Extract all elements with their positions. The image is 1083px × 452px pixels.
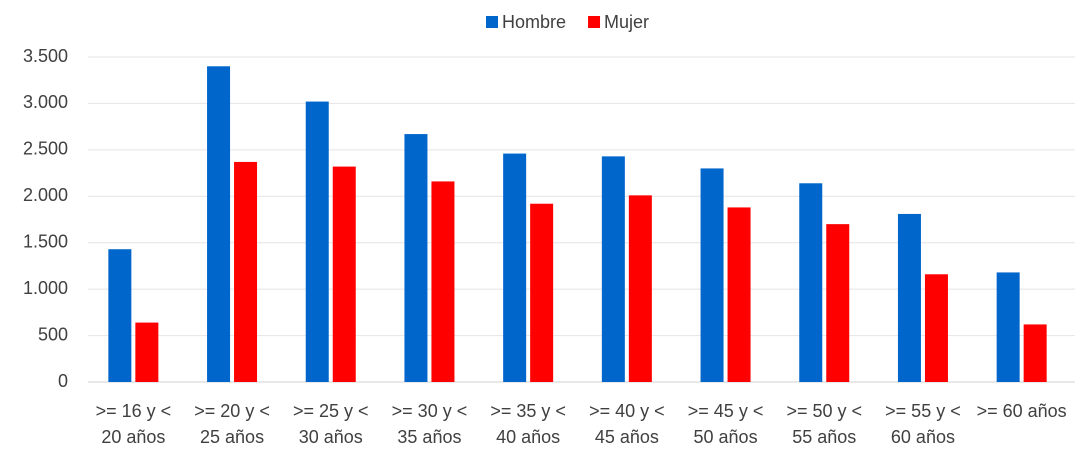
- x-tick-label: >= 40 y < 45 años: [589, 401, 665, 447]
- x-tick-label: >= 60 años: [976, 401, 1067, 421]
- bar: [305, 101, 329, 383]
- bar: [503, 153, 527, 382]
- x-tick-label: >= 35 y < 40 años: [490, 401, 566, 447]
- bar: [700, 168, 724, 382]
- bar: [826, 224, 850, 382]
- bar: [108, 249, 132, 382]
- bar: [628, 195, 652, 382]
- y-tick-label: 500: [38, 324, 68, 344]
- bar: [996, 272, 1020, 382]
- y-tick-label: 1.500: [23, 231, 68, 251]
- y-tick-label: 3.000: [23, 92, 68, 112]
- x-tick-label: >= 45 y < 50 años: [687, 401, 764, 447]
- x-tick-label: >= 20 y < 25 años: [194, 401, 270, 447]
- bar: [207, 66, 231, 383]
- bar: [530, 203, 554, 382]
- y-tick-label: 3.500: [23, 46, 68, 66]
- bar: [135, 322, 159, 382]
- bar: [332, 166, 356, 382]
- bar: [404, 134, 428, 382]
- y-tick-label: 1.000: [23, 278, 68, 298]
- x-tick-label: >= 50 y < 55 años: [786, 401, 863, 447]
- legend-label: Hombre: [502, 12, 566, 32]
- bar: [431, 181, 455, 382]
- y-tick-label: 2.500: [23, 139, 68, 159]
- bar: [234, 161, 258, 382]
- legend-label: Mujer: [604, 12, 649, 32]
- x-tick-label: >= 55 y < 60 años: [885, 401, 961, 447]
- bar: [897, 213, 921, 382]
- x-tick-label: >= 16 y < 20 años: [95, 401, 172, 447]
- legend-swatch: [588, 16, 601, 28]
- y-tick-label: 2.000: [23, 185, 68, 205]
- bar: [924, 274, 948, 382]
- x-tick-label: >= 30 y < 35 años: [391, 401, 468, 447]
- y-tick-label: 0: [58, 371, 68, 391]
- bar: [799, 183, 823, 382]
- bar: [1023, 324, 1047, 382]
- x-tick-label: >= 25 y < 30 años: [292, 401, 369, 447]
- bar: [601, 156, 625, 382]
- bar: [727, 207, 751, 382]
- legend-swatch: [486, 16, 498, 28]
